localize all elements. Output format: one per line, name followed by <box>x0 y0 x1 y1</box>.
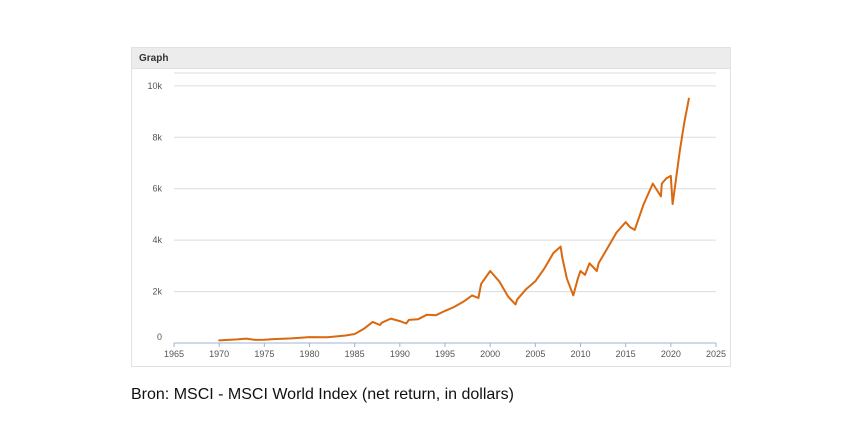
panel-header: Graph <box>132 48 730 69</box>
x-tick-label: 1980 <box>299 349 319 359</box>
x-tick-label: 2025 <box>706 349 726 359</box>
x-tick-label: 2005 <box>525 349 545 359</box>
y-tick-label: 8k <box>152 132 162 142</box>
x-tick-label: 1985 <box>345 349 365 359</box>
x-tick-label: 1995 <box>435 349 455 359</box>
y-tick-label: 2k <box>152 287 162 297</box>
x-tick-label: 1975 <box>254 349 274 359</box>
series-line <box>218 97 690 342</box>
y-tick-label: 10k <box>147 81 162 91</box>
x-tick-label: 1990 <box>390 349 410 359</box>
x-tick-label: 1970 <box>209 349 229 359</box>
chart-panel: Graph <box>131 47 731 367</box>
x-tick-label: 2000 <box>480 349 500 359</box>
x-tick-label: 2010 <box>570 349 590 359</box>
gridlines <box>174 72 716 293</box>
y-tick-label: 0 <box>157 332 162 342</box>
line-chart: 0 2k 4k 6k 8k 10k 1965 1970 1975 1980 1985 1990 199… <box>147 72 726 359</box>
x-tick-label: 1965 <box>164 349 184 359</box>
y-tick-label: 4k <box>152 235 162 245</box>
series-layer <box>218 97 690 342</box>
x-axis-labels: 1965 1970 1975 1980 1985 1990 1995 2000 2005 2010… <box>164 349 726 359</box>
panel-title: Graph <box>139 53 169 64</box>
x-axis <box>173 342 717 347</box>
x-tick-label: 2015 <box>616 349 636 359</box>
source-caption: Bron: MSCI - MSCI World Index (net retur… <box>131 386 514 403</box>
y-axis-labels: 0 2k 4k 6k 8k 10k <box>147 81 162 342</box>
y-tick-label: 6k <box>152 184 162 194</box>
x-tick-label: 2020 <box>661 349 681 359</box>
